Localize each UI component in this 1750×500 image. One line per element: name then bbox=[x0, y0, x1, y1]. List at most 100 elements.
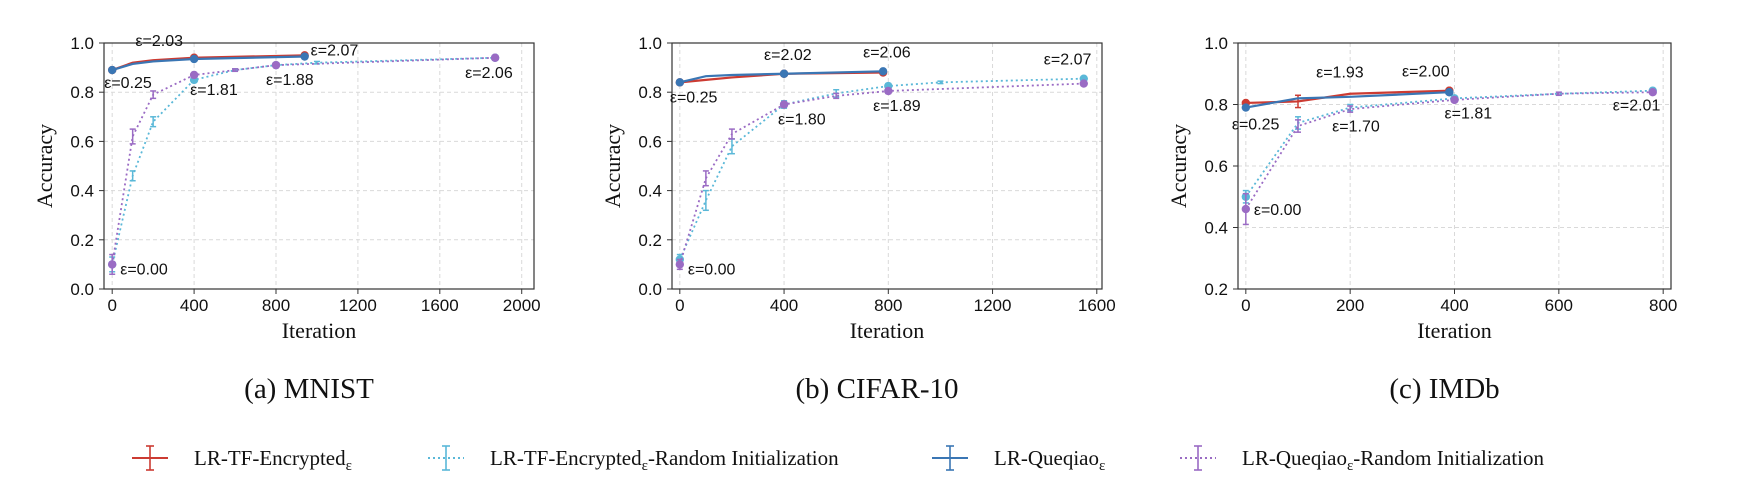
data-point bbox=[1241, 103, 1251, 112]
epsilon-annotation: ε=1.70 bbox=[1332, 119, 1380, 136]
chart-panel-3: 0 200 400 600 800 0.2 0.4 0.6 0.8 1.0 Iteration Acc… bbox=[1166, 34, 1677, 405]
legend-item-3: LR-Queqiaoε bbox=[932, 445, 1105, 474]
x-axis-label: Iteration bbox=[282, 318, 357, 343]
epsilon-annotation: ε=1.89 bbox=[873, 98, 921, 115]
series-line bbox=[678, 77, 1084, 260]
legend-label: LR-TF-Encryptedε bbox=[194, 446, 352, 474]
y-tick-label: 0.0 bbox=[638, 280, 662, 299]
y-tick-label: 1.0 bbox=[638, 34, 662, 53]
epsilon-annotation: ε=1.93 bbox=[1316, 65, 1364, 82]
epsilon-annotation: ε=2.00 bbox=[1402, 64, 1450, 81]
series-lr-queqiao bbox=[107, 52, 309, 75]
y-tick-label: 0.2 bbox=[638, 231, 662, 250]
y-tick-label: 0.6 bbox=[638, 132, 662, 151]
series-line bbox=[1245, 91, 1653, 210]
plot-frame bbox=[671, 42, 1103, 290]
panel-caption: (c) IMDb bbox=[1389, 373, 1499, 405]
epsilon-annotation: ε=0.00 bbox=[1254, 202, 1302, 219]
series-lr-queqiao bbox=[675, 67, 888, 87]
x-tick-label: 0 bbox=[675, 296, 684, 315]
y-tick-label: 0.8 bbox=[638, 83, 662, 102]
data-point bbox=[189, 70, 199, 80]
epsilon-annotation: ε=1.81 bbox=[190, 82, 238, 99]
y-tick-label: 0.4 bbox=[638, 182, 662, 201]
y-axis-label: Accuracy bbox=[600, 124, 625, 208]
data-point bbox=[1450, 95, 1459, 105]
epsilon-annotation: ε=0.25 bbox=[670, 89, 718, 106]
x-tick-label: 800 bbox=[262, 296, 290, 315]
plot-frame bbox=[103, 42, 535, 290]
epsilon-annotation: ε=2.07 bbox=[311, 42, 359, 59]
panel-caption: (a) MNIST bbox=[244, 373, 374, 405]
x-axis-label: Iteration bbox=[1417, 318, 1492, 343]
panel-caption: (b) CIFAR-10 bbox=[796, 373, 959, 405]
y-tick-label: 0.2 bbox=[70, 231, 94, 250]
x-tick-label: 400 bbox=[180, 296, 208, 315]
chart-panel-1: 0 400 800 1200 1600 2000 0.0 0.2 0.4 0.6 0.8 1.0 Ite… bbox=[32, 33, 541, 405]
chart-panels: 0 400 800 1200 1600 20000.00.20.40.60.81.0Ite… bbox=[32, 33, 1677, 405]
data-point bbox=[1445, 88, 1454, 97]
x-tick-label: 1600 bbox=[1078, 296, 1116, 315]
x-tick-label: 800 bbox=[1649, 296, 1677, 315]
chart-panel-2: 0 400 800 1200 1600 0.0 0.2 0.4 0.6 0.8 1.0 Iterati… bbox=[600, 34, 1116, 405]
epsilon-annotation: ε=2.06 bbox=[465, 65, 513, 82]
y-tick-label: 0.2 bbox=[1204, 280, 1228, 299]
legend-label: LR-Queqiaoε-Random Initialization bbox=[1242, 446, 1544, 474]
series-lr-queqiao-random-initialization bbox=[675, 79, 1088, 271]
data-point bbox=[300, 52, 309, 61]
legend-label: LR-Queqiaoε bbox=[994, 446, 1105, 474]
series-line bbox=[679, 70, 884, 84]
epsilon-annotation: ε=0.25 bbox=[104, 75, 152, 92]
series-line bbox=[111, 56, 496, 265]
data-point bbox=[107, 260, 117, 269]
data-point bbox=[779, 69, 789, 78]
epsilon-annotation: ε=2.07 bbox=[1044, 52, 1092, 69]
y-tick-label: 0.6 bbox=[1204, 157, 1228, 176]
epsilon-annotation: ε=2.03 bbox=[135, 33, 183, 50]
epsilon-annotation: ε=2.02 bbox=[764, 47, 812, 64]
series-lr-queqiao-random-initialization bbox=[107, 53, 500, 275]
x-tick-label: 1600 bbox=[421, 296, 459, 315]
epsilon-annotation: ε=0.25 bbox=[1232, 117, 1280, 134]
y-tick-label: 0.4 bbox=[70, 182, 94, 201]
data-point bbox=[271, 60, 281, 70]
x-tick-label: 200 bbox=[1336, 296, 1364, 315]
y-tick-label: 0.4 bbox=[1204, 219, 1228, 238]
epsilon-annotation: ε=1.80 bbox=[778, 112, 826, 129]
data-point bbox=[1648, 88, 1657, 97]
data-point bbox=[189, 54, 199, 64]
legend-label: LR-TF-Encryptedε-Random Initialization bbox=[490, 446, 839, 474]
x-tick-label: 1200 bbox=[974, 296, 1012, 315]
x-axis-label: Iteration bbox=[850, 318, 925, 343]
series-lr-queqiao bbox=[1241, 88, 1454, 112]
y-tick-label: 0.8 bbox=[70, 83, 94, 102]
x-tick-label: 400 bbox=[1440, 296, 1468, 315]
x-tick-label: 0 bbox=[107, 296, 116, 315]
data-point bbox=[675, 78, 685, 87]
y-axis-label: Accuracy bbox=[1166, 124, 1191, 208]
x-tick-label: 600 bbox=[1545, 296, 1573, 315]
y-tick-label: 1.0 bbox=[1204, 34, 1228, 53]
legend-item-2: LR-TF-Encryptedε-Random Initialization bbox=[428, 445, 839, 474]
epsilon-annotation: ε=0.00 bbox=[688, 261, 736, 278]
y-axis-label: Accuracy bbox=[32, 124, 57, 208]
epsilon-annotation: ε=2.06 bbox=[863, 44, 911, 61]
data-point bbox=[1079, 79, 1088, 88]
data-point bbox=[884, 86, 893, 96]
y-tick-label: 0.8 bbox=[1204, 96, 1228, 115]
data-point bbox=[490, 53, 500, 62]
data-point bbox=[779, 100, 789, 109]
y-tick-label: 0.6 bbox=[70, 132, 94, 151]
x-tick-label: 400 bbox=[770, 296, 798, 315]
series-line bbox=[111, 55, 305, 72]
legend-item-4: LR-Queqiaoε-Random Initialization bbox=[1180, 445, 1544, 474]
epsilon-annotation: ε=1.81 bbox=[1445, 105, 1493, 122]
epsilon-annotation: ε=0.00 bbox=[120, 261, 168, 278]
data-point bbox=[107, 65, 117, 75]
series-lr-queqiao-random-initialization bbox=[1241, 88, 1657, 226]
epsilon-annotation: ε=2.01 bbox=[1613, 98, 1661, 115]
legend: LR-TF-Encryptedε LR-TF-Encryptedε-Random … bbox=[132, 445, 1544, 474]
series-line bbox=[1245, 91, 1450, 109]
x-tick-label: 2000 bbox=[503, 296, 541, 315]
